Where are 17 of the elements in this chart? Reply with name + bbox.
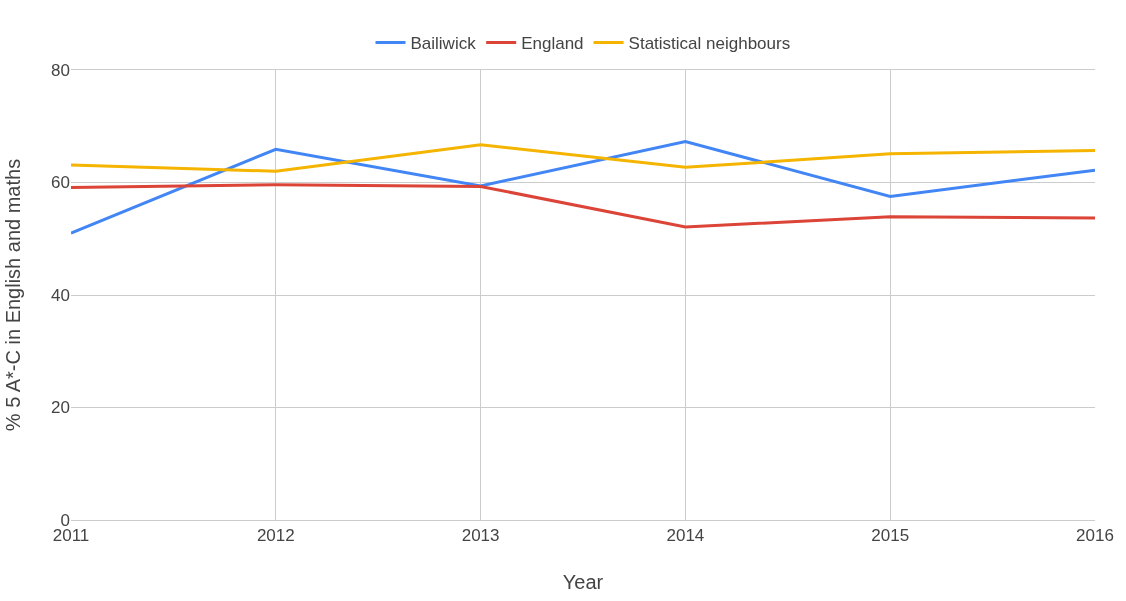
y-tick-label: 80	[51, 60, 70, 80]
y-tick-label: 60	[51, 173, 70, 193]
line-series	[71, 183, 1095, 229]
legend-label: England	[521, 34, 584, 54]
x-tick-label: 2014	[666, 526, 705, 546]
y-axis-title: % 5 A*-C in English and maths	[1, 158, 24, 432]
legend-label: Statistical neighbours	[628, 34, 791, 54]
y-tick-label: 20	[51, 398, 70, 418]
x-tick-label: 2013	[461, 526, 500, 546]
x-axis-title: Year	[562, 570, 604, 593]
legend-label: Bailiwick	[410, 34, 477, 54]
line-series	[71, 143, 1095, 173]
y-tick-label: 40	[51, 285, 70, 305]
x-tick-label: 2015	[871, 526, 910, 546]
line-series	[71, 139, 1095, 235]
x-tick-label: 2016	[1076, 526, 1114, 546]
x-tick-label: 2012	[256, 526, 295, 546]
